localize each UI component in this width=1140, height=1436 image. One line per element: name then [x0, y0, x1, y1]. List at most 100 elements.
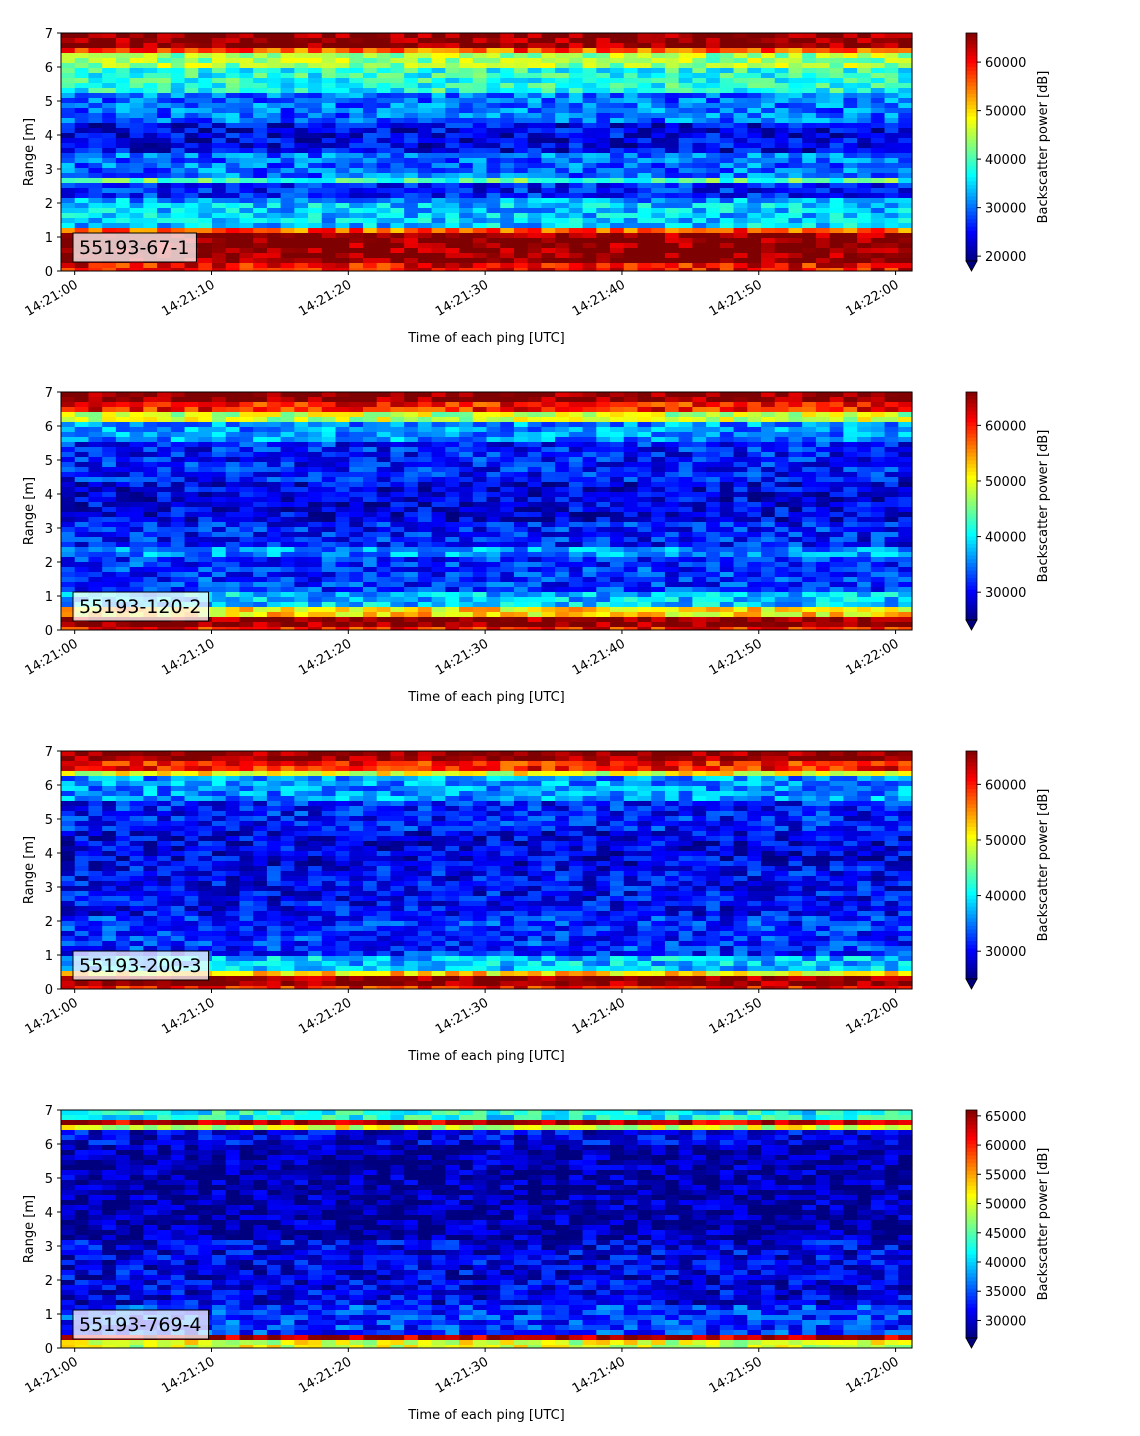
heatmap-cell — [294, 183, 309, 189]
heatmap-cell — [884, 173, 899, 179]
heatmap-cell — [706, 198, 721, 204]
heatmap-cell — [335, 442, 350, 448]
heatmap-cell — [459, 472, 474, 478]
heatmap-cell — [390, 572, 405, 578]
heatmap-cell — [610, 93, 625, 99]
heatmap-cell — [253, 188, 268, 194]
heatmap-cell — [692, 33, 707, 39]
heatmap-cell — [253, 412, 268, 418]
heatmap-cell — [733, 118, 748, 124]
heatmap-cell — [335, 577, 350, 583]
heatmap-cell — [774, 198, 790, 204]
heatmap-cell — [500, 612, 515, 618]
heatmap-cell — [829, 103, 844, 109]
heatmap-cell — [404, 43, 419, 49]
heatmap-cell — [253, 607, 268, 613]
heatmap-cell — [513, 188, 529, 194]
heatmap-cell — [472, 512, 488, 518]
heatmap-cell — [321, 397, 337, 403]
heatmap-cell — [280, 552, 295, 558]
heatmap-cell — [610, 58, 625, 64]
heatmap-cell — [513, 53, 529, 59]
heatmap-cell — [829, 253, 844, 259]
heatmap-cell — [568, 412, 584, 418]
heatmap-cell — [349, 512, 364, 518]
heatmap-cell — [664, 168, 680, 174]
heatmap-cell — [404, 492, 419, 498]
heatmap-cell — [527, 537, 543, 543]
heatmap-cell — [678, 248, 693, 254]
heatmap-cell — [266, 163, 282, 169]
heatmap-cell — [678, 118, 693, 124]
heatmap-cell — [225, 228, 241, 234]
heatmap-cell — [747, 153, 762, 159]
heatmap-cell — [390, 203, 405, 209]
heatmap-cell — [362, 248, 378, 254]
heatmap-cell — [390, 83, 405, 89]
heatmap-cell — [843, 168, 858, 174]
heatmap-cell — [390, 168, 405, 174]
heatmap-cell — [61, 407, 76, 413]
heatmap-cell — [253, 532, 268, 538]
heatmap-cell — [239, 487, 254, 493]
heatmap-cell — [88, 173, 103, 179]
heatmap-cell — [390, 143, 405, 149]
heatmap-cell — [390, 557, 405, 563]
heatmap-cell — [321, 512, 337, 518]
heatmap-cell — [198, 582, 213, 588]
heatmap-cell — [582, 183, 597, 189]
heatmap-cell — [115, 138, 131, 144]
heatmap-cell — [198, 432, 213, 438]
heatmap-cell — [664, 133, 680, 139]
heatmap-cell — [102, 487, 117, 493]
heatmap-cell — [459, 168, 474, 174]
heatmap-cell — [623, 243, 639, 249]
heatmap-cell — [884, 33, 899, 39]
heatmap-cell — [390, 622, 405, 628]
heatmap-cell — [788, 53, 803, 59]
heatmap-cell — [280, 268, 295, 272]
heatmap-cell — [472, 48, 488, 54]
heatmap-cell — [568, 502, 584, 508]
heatmap-cell — [280, 153, 295, 159]
heatmap-cell — [61, 467, 76, 473]
heatmap-cell — [500, 392, 515, 398]
heatmap-cell — [225, 128, 241, 134]
heatmap-cell — [513, 58, 529, 64]
heatmap-cell — [404, 263, 419, 269]
heatmap-cell — [541, 597, 556, 603]
heatmap-cell — [719, 253, 735, 259]
heatmap-cell — [582, 203, 597, 209]
heatmap-cell — [761, 243, 776, 249]
heatmap-cell — [582, 33, 597, 39]
heatmap-cell — [335, 487, 350, 493]
heatmap-cell — [678, 58, 693, 64]
heatmap-cell — [568, 552, 584, 558]
heatmap-cell — [129, 452, 144, 458]
heatmap-cell — [568, 427, 584, 433]
heatmap-cell — [225, 163, 241, 169]
heatmap-cell — [404, 183, 419, 189]
heatmap-cell — [637, 88, 652, 94]
heatmap-cell — [898, 253, 913, 259]
heatmap-cell — [184, 397, 199, 403]
heatmap-cell — [596, 392, 611, 398]
heatmap-cell — [706, 78, 721, 84]
heatmap-cell — [170, 517, 186, 523]
heatmap-cell — [692, 123, 707, 129]
heatmap-cell — [692, 238, 707, 244]
heatmap-cell — [527, 547, 543, 553]
heatmap-cell — [198, 233, 213, 239]
heatmap-cell — [239, 173, 254, 179]
heatmap-cell — [102, 223, 117, 229]
heatmap-cell — [459, 457, 474, 463]
heatmap-cell — [568, 173, 584, 179]
heatmap-cell — [225, 502, 241, 508]
heatmap-cell — [582, 78, 597, 84]
heatmap-cell — [774, 158, 790, 164]
heatmap-cell — [788, 223, 803, 229]
heatmap-cell — [555, 572, 570, 578]
heatmap-cell — [170, 417, 186, 423]
heatmap-cell — [253, 557, 268, 563]
heatmap-cell — [239, 627, 254, 631]
